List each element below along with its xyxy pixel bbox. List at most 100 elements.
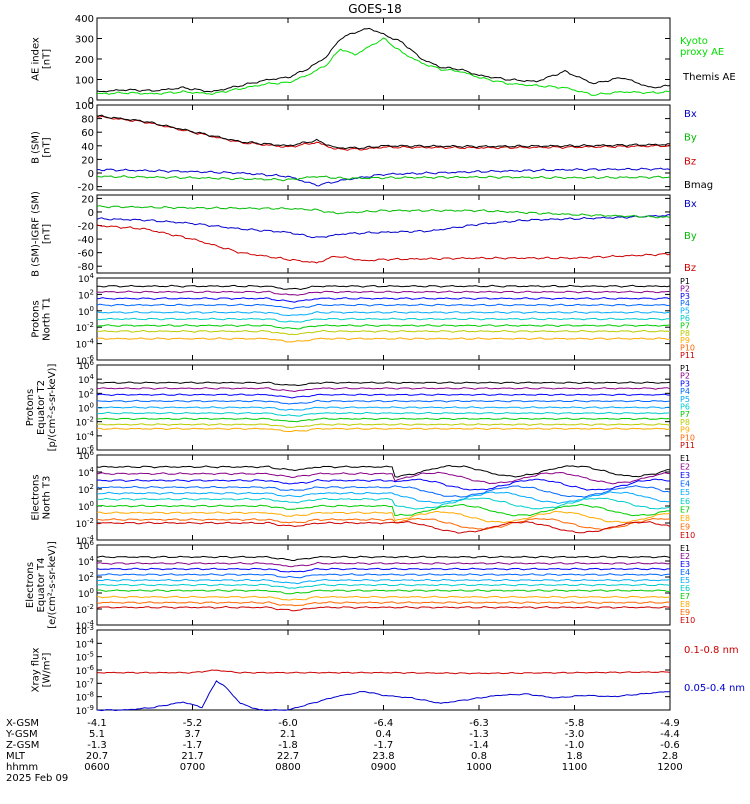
y-tick-label: 100 (75, 76, 94, 87)
y-tick-label: 400 (75, 14, 94, 25)
channel-line-p4 (96, 303, 671, 310)
channel-legend-e6: E6 (680, 497, 690, 506)
y-tick-label: 10-4 (76, 338, 95, 351)
channel-legend-p9: P9 (680, 426, 690, 435)
y-tick-label: 10-8 (76, 691, 94, 704)
y-tick-label: 80 (81, 115, 94, 126)
x-row-label: hhmm (6, 762, 38, 773)
channel-legend-p7: P7 (680, 410, 690, 419)
channel-legend-e6: E6 (680, 584, 690, 593)
channel-legend-e3: E3 (680, 560, 690, 569)
x-row-value: 1100 (562, 762, 587, 773)
y-tick-label: 200 (75, 55, 94, 66)
y-tick-label: 100 (75, 101, 94, 112)
legend-label-xray-long: 0.1-0.8 nm (684, 645, 739, 656)
x-row-value: 22.7 (277, 751, 299, 762)
y-tick-label: 300 (75, 35, 94, 46)
series-line-0-05-0-4-nm (96, 680, 671, 712)
y-tick-label: 0 (88, 169, 94, 180)
series-line-0-1-0-8-nm (96, 669, 671, 675)
series-line-themis-ae (96, 27, 671, 93)
x-row-value: -4.4 (660, 729, 680, 740)
channel-line-e7 (96, 503, 670, 517)
channel-legend-p2: P2 (680, 372, 690, 381)
y-tick-label: 104 (78, 555, 94, 568)
channel-legend-e7: E7 (680, 592, 690, 601)
x-row-value: -6.3 (469, 718, 489, 729)
x-row-value: 1.8 (567, 751, 583, 762)
y-tick-label: 10-6 (76, 664, 95, 677)
y-axis-label: North T3 (42, 476, 53, 520)
y-tick-label: 40 (81, 142, 94, 153)
y-tick-label: -40 (78, 235, 94, 246)
y-tick-label: 10-2 (76, 517, 94, 530)
x-row-value: 0900 (371, 762, 396, 773)
plot-date: 2025 Feb 09 (6, 773, 68, 784)
channel-line-p5 (96, 406, 670, 411)
channel-line-e8 (96, 595, 671, 601)
y-tick-label: 10-5 (76, 651, 94, 664)
y-tick-label: -20 (78, 183, 94, 194)
y-axis-label: Protons (25, 389, 36, 426)
y-axis-label: [p/(cm²-s-sr-keV)] (47, 364, 58, 452)
channel-legend-e1: E1 (680, 454, 690, 463)
y-tick-label: 104 (78, 466, 94, 479)
legend-label-bx: Bx (684, 199, 697, 210)
y-tick-label: -80 (78, 262, 94, 273)
legend-label-bz: Bz (684, 263, 696, 274)
y-axis-label: Xray flux (31, 648, 42, 693)
y-tick-label: 100 (78, 587, 94, 600)
channel-legend-e9: E9 (680, 522, 690, 531)
y-tick-label: 10-2 (76, 603, 94, 616)
x-row-value: 2.1 (280, 729, 296, 740)
x-row-value: -6.4 (374, 718, 394, 729)
legend-label-bz: Bz (684, 156, 696, 167)
channel-legend-e8: E8 (680, 600, 690, 609)
y-tick-label: 102 (78, 387, 94, 400)
series-line-by (96, 175, 671, 182)
channel-line-p6 (96, 411, 671, 417)
channel-legend-p5: P5 (680, 307, 690, 316)
x-row-value: -5.8 (565, 718, 585, 729)
y-tick-label: 10-7 (76, 677, 94, 690)
channel-legend-p3: P3 (680, 379, 690, 388)
x-row-value: -1.8 (278, 740, 298, 751)
y-tick-label: 102 (78, 288, 94, 301)
x-row-value: 20.7 (86, 751, 108, 762)
y-tick-label: 100 (78, 402, 94, 415)
channel-legend-p11: P11 (680, 441, 695, 450)
y-axis-label: [W/m²] (42, 652, 53, 687)
x-row-value: -4.1 (87, 718, 107, 729)
y-tick-label: 10-2 (76, 321, 94, 334)
series-line-bx (96, 214, 671, 239)
y-axis-label: Protons (31, 300, 42, 337)
series-line-bx (97, 167, 671, 187)
x-row-value: -1.3 (87, 740, 107, 751)
x-row-value: -1.3 (469, 729, 489, 740)
channel-legend-p9: P9 (680, 336, 690, 345)
y-tick-label: 60 (81, 128, 94, 139)
channel-legend-p7: P7 (680, 321, 690, 330)
x-row-label: MLT (6, 751, 26, 762)
channel-line-e6 (96, 583, 671, 589)
y-tick-label: 10-4 (76, 637, 95, 650)
channel-line-p3 (96, 393, 671, 399)
channel-legend-e1: E1 (680, 544, 690, 553)
channel-line-e10 (97, 521, 671, 534)
channel-line-p7 (96, 417, 671, 423)
y-axis-label: Equator T4 (36, 558, 47, 613)
panel-frame (96, 629, 671, 711)
x-row-value: 0800 (275, 762, 300, 773)
x-row-label: Z-GSM (6, 740, 39, 751)
x-row-label: X-GSM (6, 718, 39, 729)
x-row-value: -1.4 (469, 740, 489, 751)
y-tick-label: 0 (88, 208, 94, 219)
panel-b_sm_igrf: -80 -60 -40 -20 0 20 B (SM)-IGRF (SM) [nT] Bx By B… (31, 191, 697, 277)
x-row-value: 0600 (84, 762, 109, 773)
x-row-value: 2.8 (662, 751, 678, 762)
channel-line-e8 (96, 510, 671, 524)
legend-label-by: By (684, 133, 697, 144)
legend-label-kyoto: proxy AE (680, 47, 724, 58)
